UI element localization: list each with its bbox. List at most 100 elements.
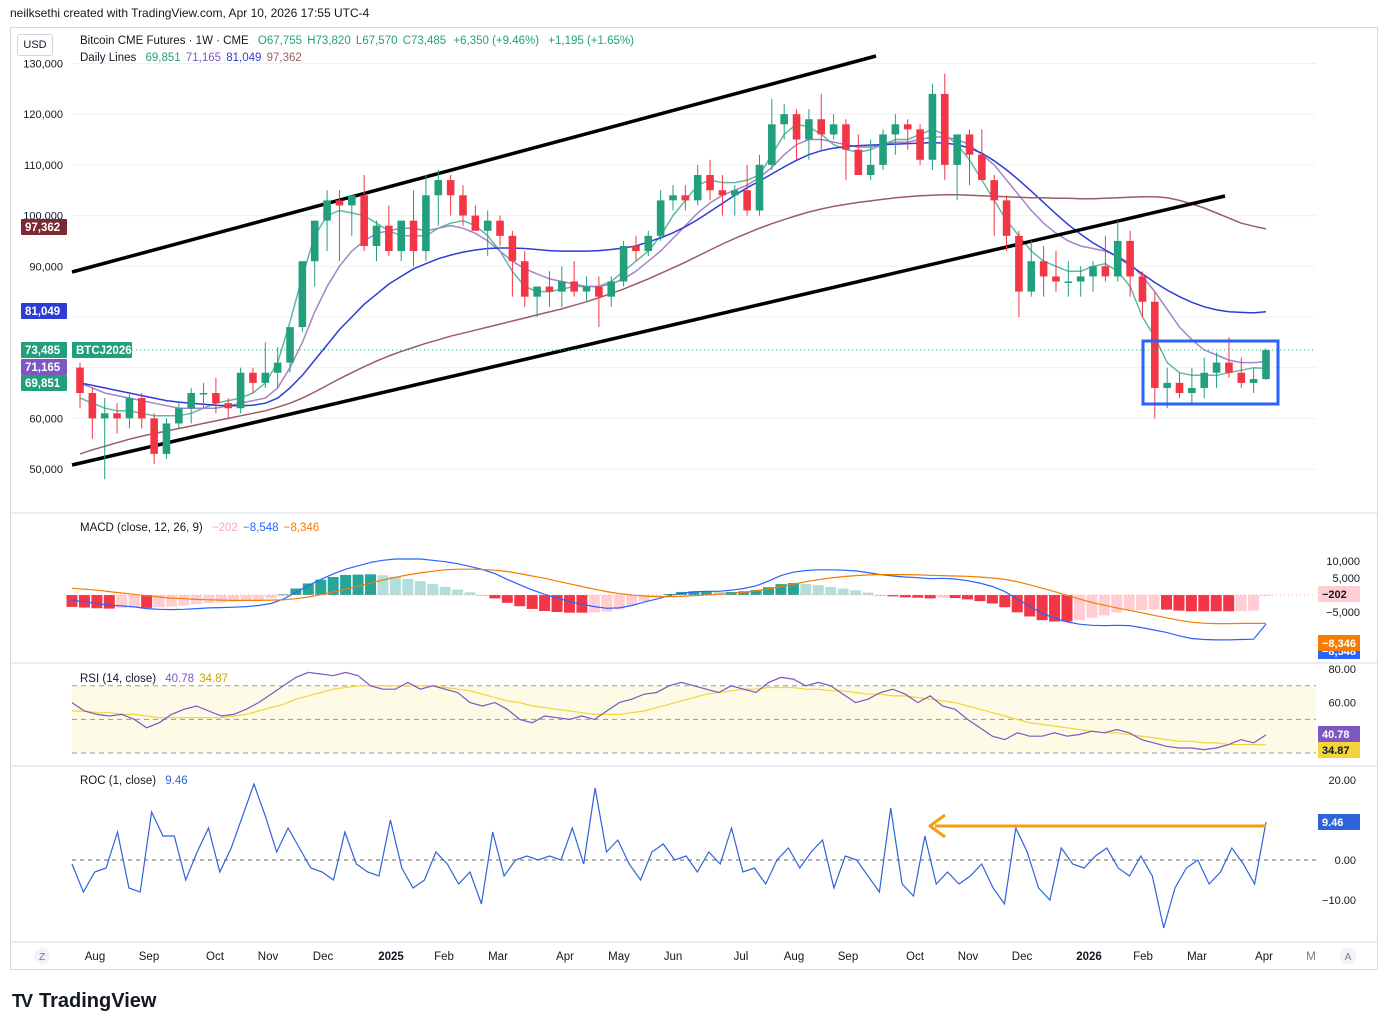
candle-body xyxy=(730,190,739,196)
time-axis-label: 2026 xyxy=(1076,951,1102,963)
macd-tick-label: 10,000 xyxy=(1326,556,1360,568)
candle-body xyxy=(113,413,121,419)
rsi-legend: RSI (14, close) 40.78 34.87 xyxy=(80,673,234,685)
macd-histogram-bar xyxy=(700,591,712,595)
candle-body xyxy=(360,195,368,246)
candle-body xyxy=(150,418,158,454)
candle-body xyxy=(1015,235,1023,292)
time-axis-label: Jul xyxy=(734,951,749,963)
candle-body xyxy=(940,93,949,165)
price-tick-label: 60,000 xyxy=(29,413,63,425)
macd-histogram-bar xyxy=(763,587,774,595)
price-tick-label: 50,000 xyxy=(29,464,63,476)
candle-body xyxy=(582,286,591,292)
candle-body xyxy=(1249,379,1258,383)
roc-tick-label: 0.00 xyxy=(1335,855,1356,867)
rsi-tick-label: 60.00 xyxy=(1328,698,1356,710)
macd-histogram-bar xyxy=(1161,595,1172,610)
macd-histogram-bar xyxy=(1260,595,1272,596)
candle-body xyxy=(1039,261,1048,277)
macd-histogram-bar xyxy=(613,595,625,610)
macd-histogram-bar xyxy=(352,574,364,595)
time-axis-label: Sep xyxy=(838,951,858,963)
macd-histogram-bar xyxy=(837,588,849,595)
macd-signal-line xyxy=(71,568,1266,625)
roc-line xyxy=(71,782,1267,929)
candle-body xyxy=(286,327,294,363)
time-axis-label: Oct xyxy=(906,951,925,963)
candle-body xyxy=(866,164,875,176)
macd-histogram-bar xyxy=(601,595,613,612)
price-badge-line2: 71,165 xyxy=(25,362,61,374)
time-axis-label: May xyxy=(608,951,630,963)
candle-body xyxy=(323,200,331,221)
macd-histogram-bar xyxy=(800,583,812,595)
rsi-title[interactable]: RSI (14, close) xyxy=(80,673,157,685)
rsi-badge: 40.78 xyxy=(1322,729,1350,741)
price-tick-label: 120,000 xyxy=(23,109,63,121)
macd-title[interactable]: MACD (close, 12, 26, 9) xyxy=(80,522,203,534)
macd-value: −8,548 xyxy=(243,522,279,534)
candle-body xyxy=(1064,281,1073,283)
macd-histogram-bar xyxy=(489,595,501,599)
candle-body xyxy=(533,286,541,297)
macd-histogram-bar xyxy=(253,595,265,601)
candle-body xyxy=(1089,266,1097,277)
macd-histogram-bar xyxy=(1061,595,1073,622)
candle-body xyxy=(409,220,418,252)
macd-histogram-bar xyxy=(1198,595,1210,612)
candle-body xyxy=(607,281,616,297)
macd-histogram-bar xyxy=(887,595,899,597)
roc-title[interactable]: ROC (1, close) xyxy=(80,775,157,787)
macd-histogram-bar xyxy=(103,595,115,609)
candle-body xyxy=(743,190,751,211)
price-badge-symbol-bg xyxy=(72,342,132,358)
macd-legend: MACD (close, 12, 26, 9) −202 −8,548 −8,3… xyxy=(80,522,325,534)
macd-histogram-bar xyxy=(1148,595,1160,610)
candle-body xyxy=(1212,362,1221,373)
time-nav-button-bg xyxy=(34,948,50,964)
candle-body xyxy=(718,190,727,196)
candle-body xyxy=(125,398,134,419)
candle-body xyxy=(1151,301,1159,388)
candle-body xyxy=(829,124,838,135)
candle-body xyxy=(434,180,443,196)
candle-body xyxy=(100,413,109,419)
macd-histogram-bar xyxy=(66,595,78,607)
symbol-title[interactable]: Bitcoin CME Futures · 1W · CME xyxy=(80,35,249,47)
macd-histogram-bar xyxy=(924,595,936,599)
macd-histogram-bar xyxy=(327,576,339,595)
macd-histogram-bar xyxy=(999,595,1011,608)
tradingview-logo[interactable]: TV TradingView xyxy=(12,990,156,1013)
candle-body xyxy=(558,281,566,292)
daily-lines-legend: Daily Lines 69,851 71,165 81,049 97,362 xyxy=(80,52,308,64)
candle-body xyxy=(446,180,455,196)
open-value: O67,755 xyxy=(257,35,303,47)
candle-body xyxy=(162,423,171,454)
time-axis-label: Dec xyxy=(1012,951,1033,963)
time-axis-label: Apr xyxy=(1255,951,1273,963)
candle-body xyxy=(891,124,900,135)
macd-histogram-bar xyxy=(812,585,824,595)
macd-histogram-bar xyxy=(1235,595,1247,612)
macd-histogram-bar xyxy=(899,595,911,598)
macd-histogram-bar xyxy=(315,579,327,595)
currency-button[interactable]: USD xyxy=(17,34,53,56)
candle-body xyxy=(916,129,924,160)
macd-histogram-bar xyxy=(265,595,277,599)
extra-change-value: +1,195 (+1.65%) xyxy=(548,35,634,47)
candle-body xyxy=(693,175,702,201)
line2-value: 71,165 xyxy=(185,52,222,64)
candle-body xyxy=(1188,387,1196,394)
macd-histogram-bar xyxy=(1223,595,1235,612)
attribution-text: neilksethi created with TradingView.com,… xyxy=(10,6,370,20)
macd-histogram-bar xyxy=(1036,595,1048,621)
daily-lines-title[interactable]: Daily Lines xyxy=(80,52,137,64)
macd-histogram-bar xyxy=(277,594,289,596)
candle-body xyxy=(644,235,653,252)
macd-histogram-bar xyxy=(638,595,650,602)
candle-body xyxy=(397,220,406,252)
macd-histogram-bar xyxy=(414,581,426,595)
macd-histogram-bar xyxy=(439,586,451,595)
